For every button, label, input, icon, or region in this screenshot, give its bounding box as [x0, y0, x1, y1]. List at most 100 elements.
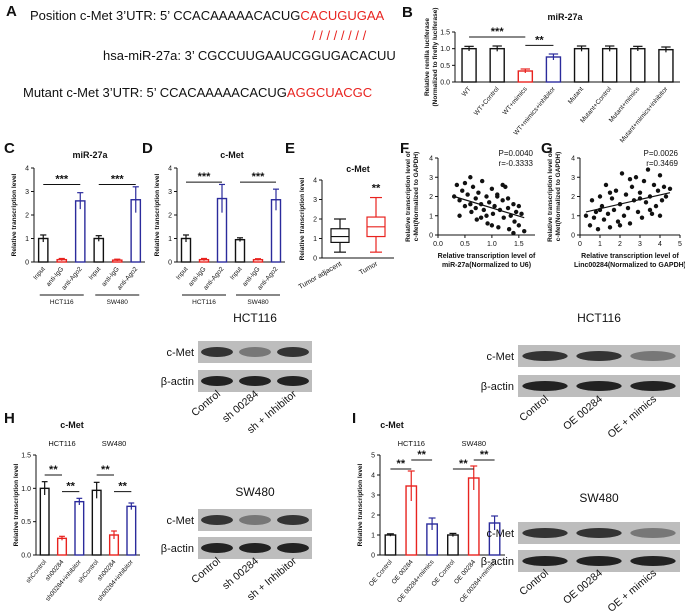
point — [489, 186, 495, 191]
y-tick-label: 1 — [571, 213, 575, 220]
x-tick-label: Mutant+mimics+inhibitor — [619, 85, 670, 144]
x-tick-label: 0.0 — [433, 241, 443, 248]
y-tick-label: 1.5 — [21, 453, 31, 460]
group-label: HCT116 — [48, 439, 75, 448]
point — [629, 184, 635, 190]
blot-lane-label: OE 00284 — [561, 393, 605, 433]
blot-row-label: c-Met — [487, 528, 515, 540]
point — [601, 217, 607, 222]
x-axis-label: Relative transcription level of — [581, 253, 679, 260]
y-tick-label: 1 — [371, 533, 375, 540]
point — [583, 213, 589, 218]
x-tick-label: 5 — [678, 241, 682, 248]
sequence-highlight: AGGCUACGC — [287, 85, 372, 100]
y-tick-label: 4 — [429, 156, 433, 163]
y-tick-label: 0.0 — [21, 553, 31, 560]
blot-row-label: β-actin — [161, 376, 194, 388]
sequence-line: Mutant c-Met 3’UTR: 5’ CCACAAAAACACUGAGG… — [23, 85, 372, 100]
point — [615, 219, 621, 224]
blot-band — [277, 376, 309, 386]
y-tick-label: 1 — [168, 236, 172, 243]
point — [647, 207, 653, 213]
bar — [489, 47, 505, 83]
point — [593, 209, 599, 215]
point — [460, 188, 465, 193]
point — [474, 217, 479, 222]
x-tick-label: 1.0 — [487, 241, 497, 248]
y-axis-label: Relative transcription level — [299, 177, 306, 260]
point — [511, 230, 516, 236]
y-tick-label: 0.0 — [440, 80, 450, 87]
significance-label: *** — [111, 173, 125, 185]
y-axis-label: Relative transcription level — [154, 173, 161, 256]
y-axis-label: Relative transcription level — [13, 463, 20, 546]
point — [516, 223, 522, 228]
point — [516, 203, 522, 209]
blot-title: HCT116 — [577, 311, 621, 325]
blot-band — [576, 528, 622, 538]
statistic: P=0.0040 — [499, 149, 534, 158]
x-tick-label: Input — [175, 266, 190, 282]
x-tick-label: OE 00284+mimics — [396, 558, 436, 604]
blot-band — [277, 347, 309, 357]
point — [468, 175, 473, 180]
point — [667, 186, 673, 191]
pairing-marks: / / / / / / / / — [312, 28, 367, 43]
significance-label: ** — [118, 481, 127, 493]
fit-line — [585, 192, 671, 213]
group-label: SW480 — [461, 439, 486, 448]
y-tick-label: 5 — [371, 453, 375, 460]
y-tick-label: 3 — [371, 493, 375, 500]
sequence-text: Position c-Met 3’UTR: 5’ CCACAAAAACACUG — [30, 8, 300, 23]
point — [607, 190, 613, 195]
point — [653, 203, 659, 209]
bar — [56, 537, 68, 556]
blot-band — [522, 351, 568, 361]
y-tick-label: 0 — [371, 553, 375, 560]
bar — [74, 500, 85, 556]
y-tick-label: 0.5 — [440, 63, 450, 70]
y-axis-label: Relative renilla luciferase — [424, 18, 431, 96]
bar — [447, 534, 459, 556]
point — [473, 196, 478, 201]
y-axis-label: Relative transcription level — [357, 463, 364, 546]
point — [500, 198, 505, 203]
bar — [658, 48, 674, 83]
point — [597, 194, 603, 199]
point — [645, 167, 651, 172]
blot-row-label: β-actin — [481, 556, 514, 568]
point — [635, 209, 641, 215]
x-tick-label: Tumor adjacent — [298, 261, 343, 291]
point — [627, 176, 633, 182]
point — [617, 223, 623, 228]
point — [506, 227, 512, 232]
chart-title: c-Met — [220, 150, 244, 160]
point — [657, 173, 663, 178]
point — [511, 202, 516, 207]
panel-letter: C — [4, 140, 15, 157]
y-tick-label: 3 — [168, 189, 172, 196]
point — [478, 215, 484, 220]
panel-letter: H — [4, 410, 15, 427]
point — [651, 182, 657, 188]
blot-band — [630, 351, 676, 361]
y-tick-label: 1.0 — [440, 46, 450, 53]
x-tick-label: OE Control — [368, 558, 394, 588]
point — [657, 213, 663, 218]
panel-letter: B — [402, 4, 413, 21]
blot-lane-label: OE + mimics — [605, 567, 659, 615]
y-tick-label: 4 — [168, 166, 172, 173]
y-tick-label: 3 — [313, 197, 317, 204]
point — [495, 194, 500, 199]
point — [663, 194, 669, 199]
point — [591, 215, 597, 220]
x-tick-label: WT+Control — [473, 85, 501, 117]
y-tick-label: 2 — [571, 194, 575, 201]
blot-band — [630, 528, 676, 538]
blot-row-label: β-actin — [161, 543, 194, 555]
blot-band — [277, 515, 309, 525]
y-axis-label: c-Met(Normalized to GAPDH) — [555, 152, 562, 242]
bar — [93, 237, 105, 263]
y-tick-label: 0.5 — [21, 519, 31, 526]
x-tick-label: Input — [88, 266, 103, 282]
